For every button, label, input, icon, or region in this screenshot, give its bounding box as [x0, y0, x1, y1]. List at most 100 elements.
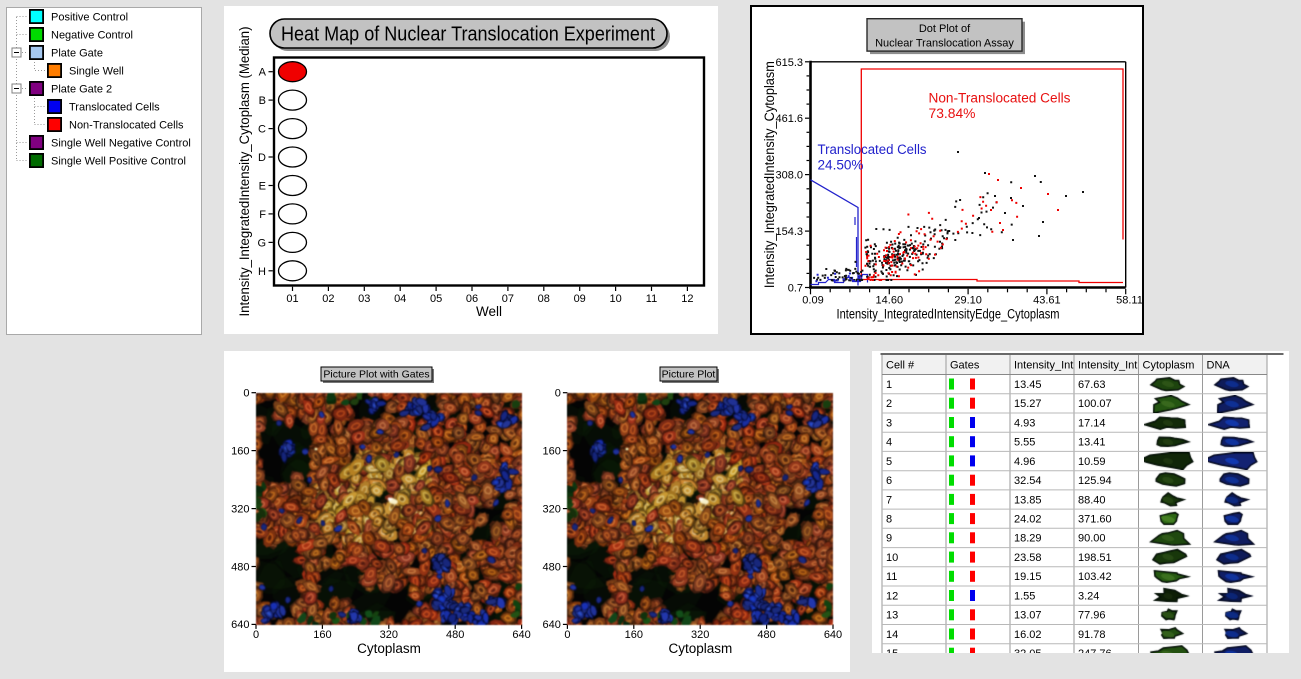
- svg-text:E: E: [259, 181, 266, 193]
- svg-text:G: G: [257, 237, 266, 249]
- svg-text:13.45: 13.45: [1014, 379, 1042, 391]
- svg-text:371.60: 371.60: [1078, 514, 1112, 526]
- svg-text:11: 11: [886, 571, 897, 583]
- svg-text:Cell #: Cell #: [886, 360, 915, 372]
- svg-text:0: 0: [253, 629, 259, 641]
- svg-text:308.0: 308.0: [775, 170, 803, 182]
- svg-text:77.96: 77.96: [1078, 610, 1106, 622]
- svg-text:11: 11: [646, 293, 657, 305]
- svg-text:7: 7: [886, 494, 892, 506]
- svg-text:Heat Map of Nuclear Translocat: Heat Map of Nuclear Translocation Experi…: [281, 24, 655, 46]
- svg-text:1.55: 1.55: [1014, 590, 1035, 602]
- svg-text:Cytoplasm: Cytoplasm: [357, 641, 421, 656]
- svg-text:13.07: 13.07: [1014, 610, 1042, 622]
- svg-text:24.02: 24.02: [1014, 514, 1042, 526]
- svg-text:08: 08: [538, 293, 550, 305]
- svg-text:03: 03: [358, 293, 370, 305]
- svg-text:320: 320: [380, 629, 398, 641]
- svg-text:Single Well: Single Well: [69, 66, 124, 78]
- svg-text:B: B: [259, 95, 266, 107]
- svg-text:Single Well Negative Control: Single Well Negative Control: [51, 138, 191, 150]
- svg-text:480: 480: [543, 561, 561, 573]
- svg-text:73.84%: 73.84%: [929, 106, 976, 121]
- svg-text:640: 640: [824, 629, 842, 641]
- svg-text:Nuclear Translocation Assay: Nuclear Translocation Assay: [875, 38, 1014, 50]
- svg-text:Translocated Cells: Translocated Cells: [69, 102, 160, 114]
- svg-text:43.61: 43.61: [1033, 295, 1061, 307]
- svg-text:15.27: 15.27: [1014, 398, 1042, 410]
- svg-text:Picture Plot with Gates: Picture Plot with Gates: [323, 369, 429, 381]
- svg-text:461.6: 461.6: [775, 113, 803, 125]
- svg-text:8: 8: [886, 514, 892, 526]
- svg-text:480: 480: [757, 629, 775, 641]
- svg-text:Cytoplasm: Cytoplasm: [669, 641, 733, 656]
- svg-text:Intensity_IntegratedIntensity_: Intensity_IntegratedIntensity_Cytoplasm …: [237, 27, 252, 317]
- svg-text:198.51: 198.51: [1078, 552, 1112, 564]
- svg-text:12: 12: [681, 293, 693, 305]
- svg-text:Intensity_Int: Intensity_Int: [1014, 360, 1073, 372]
- svg-text:0.09: 0.09: [802, 295, 823, 307]
- svg-text:1: 1: [886, 379, 892, 391]
- svg-text:Intensity_Int: Intensity_Int: [1078, 360, 1137, 372]
- svg-text:125.94: 125.94: [1078, 475, 1112, 487]
- svg-text:05: 05: [430, 293, 442, 305]
- svg-text:Plate Gate 2: Plate Gate 2: [51, 84, 112, 96]
- svg-text:Negative Control: Negative Control: [51, 30, 133, 42]
- svg-text:320: 320: [691, 629, 709, 641]
- svg-text:247.76: 247.76: [1078, 648, 1112, 653]
- svg-text:58.11: 58.11: [1116, 295, 1142, 307]
- svg-text:32.05: 32.05: [1014, 648, 1042, 653]
- svg-text:Non-Translocated Cells: Non-Translocated Cells: [929, 91, 1071, 106]
- svg-text:Translocated Cells: Translocated Cells: [818, 142, 927, 157]
- svg-text:02: 02: [322, 293, 334, 305]
- svg-text:14.60: 14.60: [876, 295, 904, 307]
- svg-text:3: 3: [886, 417, 892, 429]
- svg-text:Picture Plot: Picture Plot: [662, 369, 716, 381]
- svg-text:154.3: 154.3: [775, 226, 803, 238]
- svg-text:12: 12: [886, 590, 898, 602]
- svg-text:15: 15: [886, 648, 898, 653]
- svg-text:A: A: [259, 67, 267, 79]
- svg-text:07: 07: [502, 293, 514, 305]
- svg-text:6: 6: [886, 475, 892, 487]
- svg-text:10: 10: [609, 293, 621, 305]
- svg-text:DNA: DNA: [1207, 360, 1231, 372]
- svg-text:320: 320: [231, 503, 249, 515]
- svg-text:14: 14: [886, 629, 898, 641]
- svg-text:9: 9: [886, 533, 892, 545]
- svg-text:4.96: 4.96: [1014, 456, 1035, 468]
- svg-text:640: 640: [231, 619, 249, 631]
- svg-text:Well: Well: [476, 304, 502, 319]
- svg-text:Single Well Positive Control: Single Well Positive Control: [51, 156, 186, 168]
- svg-text:0.7: 0.7: [788, 283, 803, 295]
- svg-text:90.00: 90.00: [1078, 533, 1106, 545]
- svg-text:88.40: 88.40: [1078, 494, 1106, 506]
- svg-text:17.14: 17.14: [1078, 417, 1106, 429]
- svg-text:10: 10: [886, 552, 898, 564]
- svg-text:04: 04: [394, 293, 406, 305]
- svg-text:615.3: 615.3: [775, 57, 803, 69]
- svg-text:480: 480: [446, 629, 464, 641]
- svg-text:320: 320: [543, 503, 561, 515]
- svg-text:160: 160: [625, 629, 643, 641]
- svg-text:Intensity_IntegratedIntensityE: Intensity_IntegratedIntensityEdge_Cytopl…: [837, 307, 1060, 322]
- svg-text:13.85: 13.85: [1014, 494, 1042, 506]
- svg-text:640: 640: [543, 619, 561, 631]
- svg-text:Plate Gate: Plate Gate: [51, 48, 103, 60]
- svg-text:13: 13: [886, 610, 898, 622]
- svg-text:3.24: 3.24: [1078, 590, 1099, 602]
- svg-text:06: 06: [466, 293, 478, 305]
- svg-text:4: 4: [886, 437, 892, 449]
- svg-text:Dot Plot of: Dot Plot of: [919, 23, 971, 35]
- svg-text:0: 0: [243, 388, 249, 400]
- svg-text:160: 160: [543, 445, 561, 457]
- svg-text:F: F: [259, 209, 266, 221]
- svg-text:5.55: 5.55: [1014, 437, 1035, 449]
- svg-text:91.78: 91.78: [1078, 629, 1106, 641]
- svg-text:Positive Control: Positive Control: [51, 12, 128, 24]
- svg-text:29.10: 29.10: [954, 295, 982, 307]
- svg-text:5: 5: [886, 456, 892, 468]
- svg-text:67.63: 67.63: [1078, 379, 1106, 391]
- svg-text:Non-Translocated Cells: Non-Translocated Cells: [69, 120, 184, 132]
- svg-text:4.93: 4.93: [1014, 417, 1035, 429]
